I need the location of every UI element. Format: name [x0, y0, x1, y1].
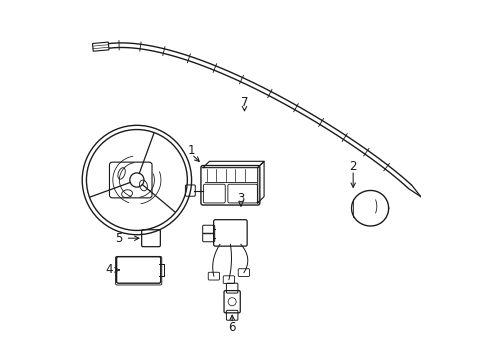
Text: 5: 5 [115, 232, 122, 245]
Text: 3: 3 [237, 192, 244, 205]
Text: 1: 1 [187, 144, 195, 157]
Text: 7: 7 [240, 96, 248, 109]
Text: 6: 6 [228, 321, 235, 334]
Text: 4: 4 [105, 264, 112, 276]
Text: 2: 2 [349, 160, 356, 173]
